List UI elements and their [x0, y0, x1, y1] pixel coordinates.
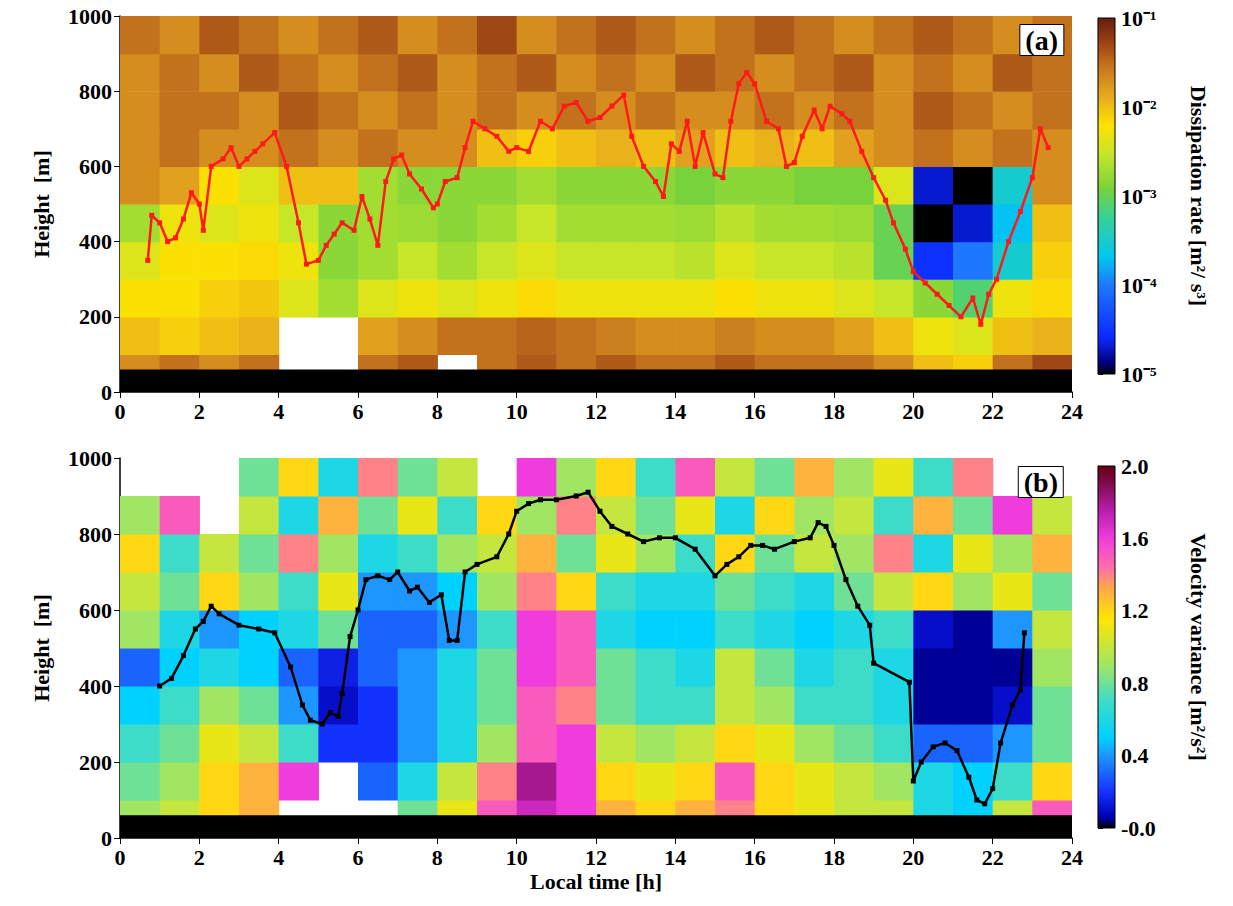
- svg-text:Local time [h]: Local time [h]: [530, 869, 662, 894]
- svg-text:2.0: 2.0: [1121, 454, 1149, 479]
- svg-text:6: 6: [353, 845, 364, 870]
- svg-text:0: 0: [115, 399, 126, 424]
- svg-text:0.8: 0.8: [1121, 671, 1149, 696]
- svg-text:400: 400: [79, 229, 112, 254]
- svg-text:Height [m]: Height [m]: [29, 594, 54, 702]
- svg-text:10⁻⁴: 10⁻⁴: [1121, 273, 1157, 298]
- svg-text:400: 400: [79, 674, 112, 699]
- svg-text:800: 800: [79, 79, 112, 104]
- svg-text:24: 24: [1061, 845, 1083, 870]
- svg-text:20: 20: [902, 399, 924, 424]
- svg-text:-0.0: -0.0: [1121, 816, 1156, 841]
- svg-text:10: 10: [506, 845, 528, 870]
- svg-text:2: 2: [194, 845, 205, 870]
- svg-text:600: 600: [79, 154, 112, 179]
- svg-text:2: 2: [194, 399, 205, 424]
- svg-text:0.4: 0.4: [1121, 743, 1149, 768]
- svg-text:10⁻²: 10⁻²: [1121, 95, 1157, 120]
- svg-text:12: 12: [585, 399, 607, 424]
- svg-text:200: 200: [79, 304, 112, 329]
- svg-text:18: 18: [823, 845, 845, 870]
- svg-text:16: 16: [744, 845, 766, 870]
- svg-text:Height [m]: Height [m]: [29, 150, 54, 258]
- svg-text:0: 0: [115, 845, 126, 870]
- svg-text:1.6: 1.6: [1121, 526, 1149, 551]
- svg-text:200: 200: [79, 750, 112, 775]
- svg-text:22: 22: [982, 399, 1004, 424]
- svg-text:10: 10: [506, 399, 528, 424]
- svg-text:600: 600: [79, 598, 112, 623]
- svg-text:4: 4: [273, 399, 284, 424]
- svg-text:Dissipation rate [m²/ s³]: Dissipation rate [m²/ s³]: [1186, 86, 1211, 306]
- svg-text:10⁻⁵: 10⁻⁵: [1121, 362, 1157, 387]
- svg-text:6: 6: [353, 399, 364, 424]
- svg-text:8: 8: [432, 845, 443, 870]
- svg-text:800: 800: [79, 522, 112, 547]
- svg-text:1000: 1000: [68, 446, 112, 471]
- svg-text:14: 14: [664, 399, 686, 424]
- svg-text:10⁻³: 10⁻³: [1121, 184, 1157, 209]
- svg-text:(b): (b): [1024, 467, 1058, 498]
- svg-text:12: 12: [585, 845, 607, 870]
- svg-text:1.2: 1.2: [1121, 598, 1149, 623]
- svg-text:Velocity variance [m²/s²]: Velocity variance [m²/s²]: [1186, 533, 1211, 760]
- svg-text:10⁻¹: 10⁻¹: [1121, 6, 1157, 31]
- svg-text:22: 22: [982, 845, 1004, 870]
- svg-text:(a): (a): [1025, 25, 1058, 56]
- svg-text:24: 24: [1061, 399, 1083, 424]
- svg-text:8: 8: [432, 399, 443, 424]
- svg-text:18: 18: [823, 399, 845, 424]
- svg-text:0: 0: [101, 826, 112, 851]
- svg-text:14: 14: [664, 845, 686, 870]
- svg-text:20: 20: [902, 845, 924, 870]
- svg-text:4: 4: [273, 845, 284, 870]
- svg-text:16: 16: [744, 399, 766, 424]
- svg-text:1000: 1000: [68, 4, 112, 29]
- svg-text:0: 0: [101, 380, 112, 405]
